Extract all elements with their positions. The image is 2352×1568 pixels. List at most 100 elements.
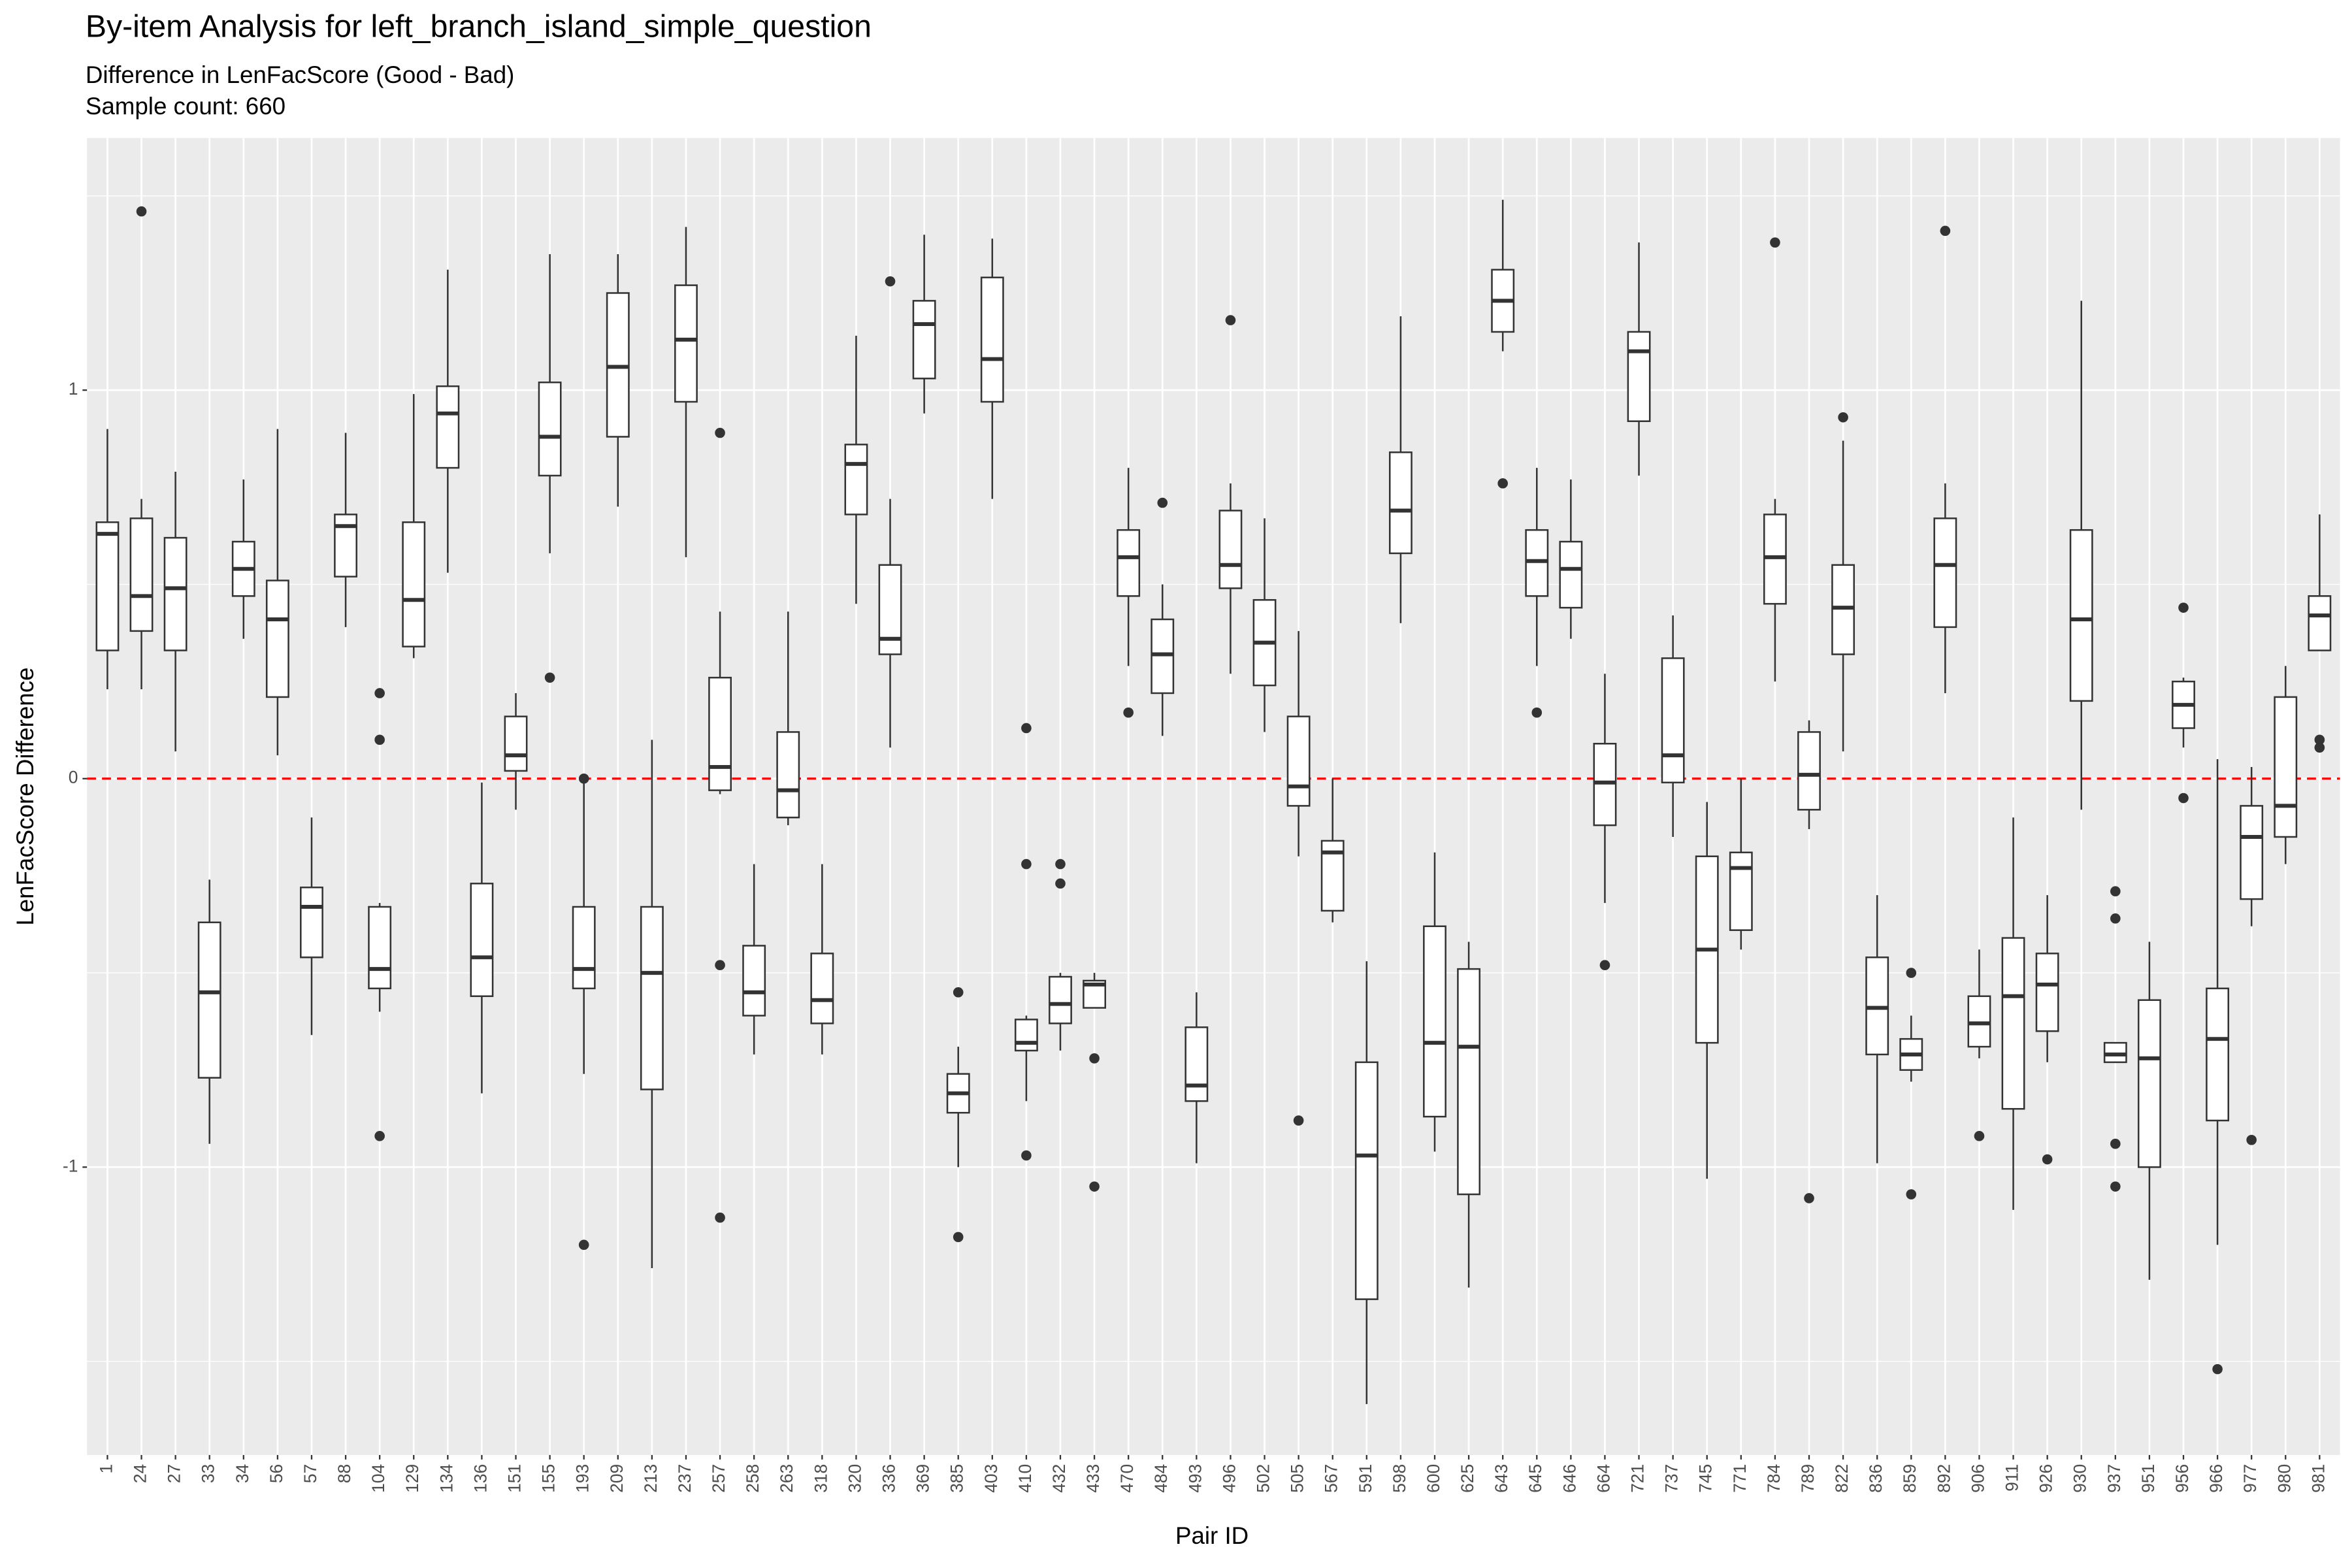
box <box>1218 510 1243 589</box>
y-tick-label: -1 <box>63 1156 78 1175</box>
box <box>1933 517 1957 629</box>
outlier <box>1770 237 1780 248</box>
y-tick-label: 0 <box>69 768 78 787</box>
outlier <box>715 427 725 438</box>
x-tick-label: 859 <box>1900 1464 1919 1493</box>
x-tick-label: 926 <box>2036 1464 2056 1493</box>
x-tick-label: 318 <box>811 1464 830 1493</box>
x-tick-label: 784 <box>1764 1464 1784 1493</box>
x-tick-label: 24 <box>130 1464 150 1483</box>
box <box>1559 540 1583 609</box>
outlier <box>953 987 964 998</box>
box <box>1286 715 1311 807</box>
box <box>368 906 392 990</box>
box <box>742 945 766 1017</box>
outlier <box>2178 792 2189 804</box>
x-tick-label: 502 <box>1254 1464 1273 1493</box>
outlier <box>1531 707 1543 718</box>
x-tick-label: 136 <box>470 1464 490 1493</box>
x-tick-label: 369 <box>913 1464 933 1493</box>
box <box>640 906 664 1090</box>
box <box>810 953 834 1024</box>
x-tick-label: 737 <box>1662 1464 1682 1493</box>
x-tick-label: 771 <box>1730 1464 1750 1493</box>
x-tick-label: 151 <box>504 1464 524 1493</box>
outlier <box>1497 478 1508 489</box>
outlier <box>374 1131 385 1141</box>
x-tick-label: 34 <box>233 1464 252 1483</box>
outlier <box>2042 1154 2053 1165</box>
outlier <box>953 1232 964 1243</box>
box <box>878 564 902 655</box>
box <box>2035 953 2059 1032</box>
box <box>129 517 154 632</box>
outlier <box>578 773 589 784</box>
x-tick-label: 410 <box>1015 1464 1035 1493</box>
x-tick-label: 646 <box>1560 1464 1579 1493</box>
box <box>504 715 528 772</box>
outlier <box>2110 886 2121 897</box>
box <box>538 381 562 477</box>
x-tick-label: 493 <box>1185 1464 1205 1493</box>
x-tick-label: 129 <box>402 1464 422 1493</box>
x-tick-label: 981 <box>2308 1464 2328 1493</box>
x-tick-label: 643 <box>1492 1464 1511 1493</box>
x-tick-label: 403 <box>981 1464 1001 1493</box>
outlier <box>1906 968 1917 978</box>
x-tick-label: 911 <box>2002 1464 2022 1492</box>
box <box>334 514 357 578</box>
x-tick-label: 193 <box>573 1464 593 1493</box>
box <box>2069 529 2093 702</box>
x-tick-label: 320 <box>845 1464 864 1493</box>
x-tick-label: 470 <box>1117 1464 1137 1493</box>
outlier <box>1838 412 1848 423</box>
x-tick-label: 484 <box>1151 1464 1171 1493</box>
box <box>912 300 936 380</box>
box <box>1457 968 1481 1196</box>
box <box>2137 999 2161 1168</box>
outlier <box>374 688 385 698</box>
box <box>1014 1019 1038 1052</box>
outlier <box>2178 602 2189 613</box>
x-tick-label: 937 <box>2104 1464 2124 1493</box>
box <box>1354 1061 1379 1300</box>
box <box>163 536 188 651</box>
box <box>980 276 1004 403</box>
y-axis-title: LenFacScore Difference <box>12 667 39 925</box>
outlier <box>136 206 147 217</box>
x-tick-label: 977 <box>2240 1464 2260 1493</box>
chart-caption: Sample count: 660 <box>86 93 286 120</box>
x-tick-label: 134 <box>436 1464 456 1493</box>
outlier <box>2314 742 2325 753</box>
box <box>2206 987 2230 1122</box>
x-tick-label: 951 <box>2138 1464 2158 1493</box>
x-tick-label: 600 <box>1424 1464 1443 1493</box>
box <box>265 580 289 698</box>
box <box>1388 451 1413 555</box>
x-tick-label: 567 <box>1322 1464 1341 1493</box>
outlier <box>374 734 385 745</box>
box <box>470 883 494 998</box>
box <box>572 906 596 990</box>
outlier <box>1157 497 1168 508</box>
box <box>1797 731 1821 811</box>
x-tick-label: 1 <box>96 1464 116 1474</box>
x-tick-label: 822 <box>1832 1464 1852 1493</box>
outlier <box>715 960 725 971</box>
outlier <box>2110 1181 2121 1192</box>
box <box>708 676 732 791</box>
x-tick-label: 104 <box>368 1464 388 1493</box>
box <box>402 521 426 647</box>
x-axis-title: Pair ID <box>1175 1522 1249 1549</box>
x-tick-label: 155 <box>539 1464 559 1493</box>
x-tick-label: 263 <box>777 1464 796 1493</box>
outlier <box>1974 1131 1985 1141</box>
outlier <box>1123 707 1134 718</box>
outlier <box>2110 913 2121 924</box>
outlier <box>2212 1364 2223 1375</box>
x-tick-label: 56 <box>267 1464 286 1483</box>
x-tick-label: 33 <box>199 1464 218 1483</box>
outlier <box>715 1212 725 1223</box>
chart-subtitle: Difference in LenFacScore (Good - Bad) <box>86 61 515 88</box>
